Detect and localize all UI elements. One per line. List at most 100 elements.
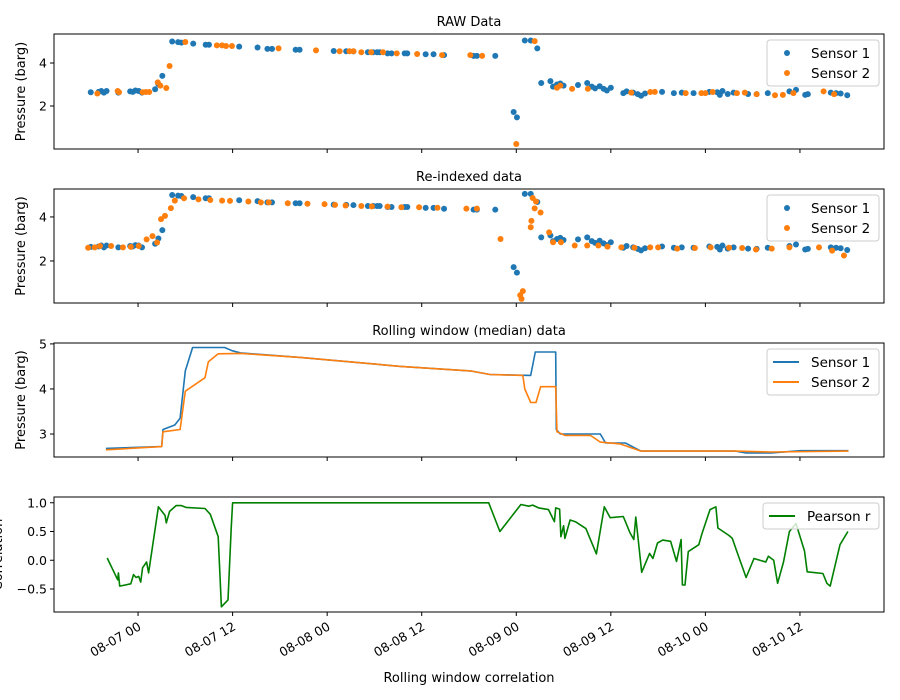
data-point-sensor-1: [584, 234, 591, 241]
legend-entry-label: Sensor 2: [811, 221, 870, 237]
data-point-sensor-1: [264, 45, 271, 52]
data-point-sensor-2: [768, 245, 775, 252]
legend: Sensor 1 Sensor 2: [766, 39, 880, 87]
data-point-sensor-2: [257, 199, 264, 206]
data-point-sensor-1: [641, 245, 648, 252]
data-point-sensor-1: [793, 241, 800, 248]
data-point-sensor-2: [143, 236, 150, 243]
legend: Pearson r: [762, 502, 880, 530]
data-point-sensor-2: [569, 85, 576, 92]
legend: Sensor 1 Sensor 2: [766, 194, 880, 242]
data-point-sensor-2: [682, 90, 689, 97]
plot-area: [85, 190, 851, 302]
data-point-sensor-2: [158, 216, 165, 223]
data-point-sensor-2: [709, 89, 716, 96]
data-point-sensor-1: [719, 87, 726, 94]
data-point-sensor-1: [510, 109, 517, 116]
data-point-sensor-1: [837, 245, 844, 252]
data-point-sensor-2: [207, 197, 214, 204]
data-point-sensor-2: [618, 244, 625, 251]
data-point-sensor-2: [739, 244, 746, 251]
data-point-sensor-2: [647, 89, 654, 96]
data-point-sensor-2: [655, 244, 662, 251]
data-point-sensor-2: [741, 89, 748, 96]
data-point-sensor-2: [226, 197, 233, 204]
data-point-sensor-2: [707, 244, 714, 251]
data-point-sensor-2: [195, 196, 202, 203]
data-point-sensor-1: [547, 78, 554, 85]
data-point-sensor-2: [519, 288, 526, 295]
legend-box: [766, 348, 880, 396]
y-tick-label: 2: [39, 99, 47, 114]
legend-entry-label: Sensor 1: [811, 201, 870, 217]
data-point-sensor-2: [473, 205, 480, 212]
data-point-sensor-1: [513, 269, 520, 276]
data-point-sensor-2: [146, 89, 153, 96]
plot-area: [87, 37, 851, 148]
subplot-4: Correlation −0.5 0.0 0.5 1.0 08-07 00 08-07 12…: [0, 495, 885, 660]
data-point-sensor-2: [414, 50, 421, 57]
data-point-sensor-1: [492, 52, 499, 59]
data-point-sensor-1: [804, 91, 811, 98]
data-point-sensor-2: [171, 197, 178, 204]
data-point-sensor-2: [161, 212, 168, 219]
y-tick-label: 4: [39, 56, 47, 71]
subplot-2: Re-indexed data Pressure (barg) 2 4 Sensor 1…: [14, 170, 885, 307]
data-point-sensor-1: [422, 51, 429, 58]
data-point-sensor-2: [163, 84, 170, 91]
data-point-sensor-1: [690, 90, 697, 97]
data-point-sensor-2: [358, 49, 365, 56]
legend: Sensor 1 Sensor 2: [766, 348, 880, 396]
data-point-sensor-2: [815, 244, 822, 251]
data-point-sensor-2: [108, 243, 115, 249]
plot-area: [106, 502, 849, 608]
data-point-sensor-2: [528, 217, 535, 224]
x-tick-label: 08-10 12: [749, 619, 805, 660]
data-point-sensor-2: [463, 205, 470, 212]
axes-frame: [53, 188, 885, 304]
legend-entry-label: Sensor 1: [811, 355, 870, 371]
x-tick-label: 08-07 00: [87, 619, 143, 660]
data-point-sensor-1: [745, 245, 752, 252]
data-point-sensor-2: [265, 199, 272, 206]
data-point-sensor-1: [659, 88, 666, 95]
data-point-sensor-1: [103, 87, 110, 94]
data-point-sensor-1: [623, 88, 630, 95]
legend-marker: [784, 70, 790, 76]
data-point-sensor-2: [479, 52, 486, 59]
data-point-sensor-1: [190, 40, 197, 47]
data-point-sensor-2: [584, 242, 591, 249]
data-point-sensor-1: [236, 197, 243, 204]
data-point-sensor-2: [557, 82, 564, 89]
series-line-sensor-1: [105, 346, 849, 454]
data-point-sensor-1: [159, 72, 166, 79]
data-point-sensor-1: [422, 204, 429, 211]
data-point-sensor-2: [595, 242, 602, 249]
axes-frame: [53, 496, 885, 613]
series-line-pearson-r: [106, 502, 849, 608]
data-point-sensor-2: [628, 89, 635, 96]
data-point-sensor-1: [269, 45, 276, 52]
data-point-sensor-2: [284, 200, 291, 207]
data-point-sensor-1: [534, 45, 541, 52]
data-point-sensor-1: [492, 206, 499, 213]
data-point-sensor-2: [691, 244, 698, 251]
data-point-sensor-1: [730, 244, 737, 251]
data-point-sensor-1: [473, 52, 480, 59]
legend-box: [766, 194, 880, 242]
data-point-sensor-2: [531, 38, 538, 45]
y-tick-label: −0.5: [17, 582, 47, 597]
data-point-sensor-1: [607, 239, 614, 246]
data-point-sensor-2: [379, 49, 386, 56]
y-tick-label: 4: [39, 209, 47, 224]
data-point-sensor-1: [641, 90, 648, 97]
data-point-sensor-2: [537, 209, 544, 216]
data-point-sensor-2: [557, 239, 564, 246]
data-point-sensor-2: [368, 49, 375, 56]
y-tick-label: 1.0: [27, 495, 47, 510]
data-point-sensor-2: [439, 52, 446, 59]
data-point-sensor-1: [837, 90, 844, 97]
data-point-sensor-2: [513, 141, 520, 148]
data-point-sensor-2: [604, 243, 611, 250]
data-point-sensor-1: [510, 264, 517, 271]
